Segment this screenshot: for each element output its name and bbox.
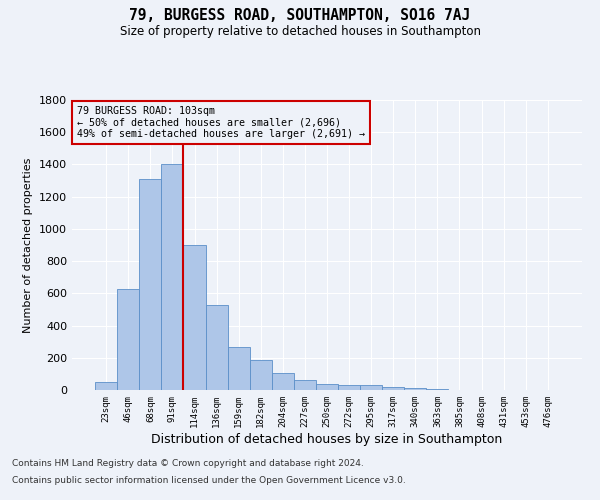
Text: 79, BURGESS ROAD, SOUTHAMPTON, SO16 7AJ: 79, BURGESS ROAD, SOUTHAMPTON, SO16 7AJ bbox=[130, 8, 470, 22]
Bar bbox=[184, 245, 206, 390]
Text: Distribution of detached houses by size in Southampton: Distribution of detached houses by size … bbox=[151, 432, 503, 446]
Bar bbox=[95, 382, 117, 390]
Bar bbox=[360, 386, 382, 390]
Text: Contains public sector information licensed under the Open Government Licence v3: Contains public sector information licen… bbox=[12, 476, 406, 485]
Text: Size of property relative to detached houses in Southampton: Size of property relative to detached ho… bbox=[119, 24, 481, 38]
Text: 79 BURGESS ROAD: 103sqm
← 50% of detached houses are smaller (2,696)
49% of semi: 79 BURGESS ROAD: 103sqm ← 50% of detache… bbox=[77, 106, 365, 139]
Bar bbox=[117, 288, 139, 390]
Text: Contains HM Land Registry data © Crown copyright and database right 2024.: Contains HM Land Registry data © Crown c… bbox=[12, 458, 364, 468]
Bar bbox=[161, 164, 184, 390]
Bar bbox=[227, 346, 250, 390]
Bar bbox=[316, 384, 338, 390]
Bar bbox=[338, 385, 360, 390]
Bar bbox=[139, 179, 161, 390]
Bar bbox=[404, 388, 427, 390]
Bar bbox=[382, 387, 404, 390]
Bar bbox=[272, 373, 294, 390]
Bar bbox=[427, 389, 448, 390]
Bar bbox=[294, 380, 316, 390]
Bar bbox=[206, 304, 227, 390]
Y-axis label: Number of detached properties: Number of detached properties bbox=[23, 158, 34, 332]
Bar bbox=[250, 360, 272, 390]
